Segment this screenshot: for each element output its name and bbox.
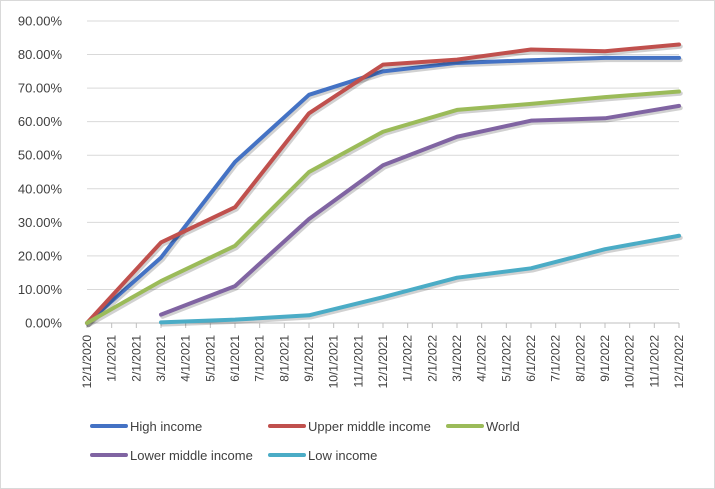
- x-tick-label: 5/1/2022: [499, 335, 513, 382]
- x-tick-label: 9/1/2021: [302, 335, 316, 382]
- x-axis-ticks: 12/1/2020 1/1/2021 2/1/2021 3/1/2021 4/1/202…: [80, 323, 686, 388]
- legend-item: High income: [90, 419, 202, 434]
- y-tick-label: 90.00%: [18, 14, 63, 29]
- x-tick-label: 4/1/2022: [475, 335, 489, 382]
- x-tick-label: 11/1/2022: [647, 335, 661, 388]
- x-tick-label: 2/1/2022: [425, 335, 439, 382]
- legend-item: World: [446, 419, 520, 434]
- series-line-shadow: [86, 91, 683, 328]
- legend-item: Low income: [268, 448, 377, 463]
- x-tick-label: 4/1/2021: [179, 335, 193, 382]
- series-lines: [85, 42, 683, 328]
- legend-item: Lower middle income: [90, 448, 253, 463]
- x-tick-label: 8/1/2022: [573, 335, 587, 382]
- x-tick-label: 7/1/2022: [549, 335, 563, 382]
- legend-label: Upper middle income: [308, 419, 431, 434]
- y-tick-label: 10.00%: [18, 282, 63, 297]
- y-tick-label: 80.00%: [18, 47, 63, 62]
- x-tick-label: 2/1/2021: [129, 335, 143, 382]
- x-tick-label: 1/1/2022: [401, 335, 415, 382]
- x-tick-label: 3/1/2021: [154, 335, 168, 382]
- legend: High income Upper middle income World Lower…: [90, 419, 520, 463]
- y-tick-label: 30.00%: [18, 215, 63, 230]
- x-tick-label: 8/1/2021: [277, 335, 291, 382]
- legend-item: Upper middle income: [268, 419, 431, 434]
- x-tick-label: 12/1/2022: [672, 335, 686, 389]
- x-tick-label: 9/1/2022: [598, 335, 612, 382]
- x-tick-label: 3/1/2022: [450, 335, 464, 382]
- series-line-high-income: [85, 55, 681, 325]
- x-tick-label: 10/1/2022: [623, 335, 637, 389]
- x-tick-label: 6/1/2021: [228, 335, 242, 382]
- series-line-lower-middle-income: [159, 103, 681, 317]
- x-tick-label: 7/1/2021: [253, 335, 267, 382]
- y-tick-label: 60.00%: [18, 114, 63, 129]
- legend-label: World: [486, 419, 520, 434]
- x-tick-label: 5/1/2021: [203, 335, 217, 382]
- y-axis-ticks: 0.00% 10.00% 20.00% 30.00% 40.00% 50.00% 60.00…: [18, 14, 63, 331]
- legend-label: High income: [130, 419, 202, 434]
- legend-label: Lower middle income: [130, 448, 253, 463]
- legend-label: Low income: [308, 448, 377, 463]
- series-line-shadow: [160, 105, 683, 319]
- y-tick-label: 20.00%: [18, 248, 63, 263]
- y-tick-label: 0.00%: [25, 316, 62, 331]
- x-tick-label: 12/1/2020: [80, 335, 94, 389]
- y-tick-label: 50.00%: [18, 148, 63, 163]
- x-tick-label: 1/1/2021: [105, 335, 119, 382]
- series-line-shadow: [86, 57, 683, 328]
- x-tick-label: 11/1/2021: [351, 335, 365, 388]
- gridlines: [87, 20, 679, 290]
- series-line-shadow: [160, 235, 683, 327]
- x-tick-label: 6/1/2022: [524, 335, 538, 382]
- x-tick-label: 12/1/2021: [376, 335, 390, 389]
- y-tick-label: 40.00%: [18, 181, 63, 196]
- series-line-low-income: [159, 233, 681, 325]
- y-tick-label: 70.00%: [18, 81, 63, 96]
- series-line-upper-middle-income: [85, 42, 681, 325]
- series-line-world: [85, 89, 681, 325]
- x-tick-label: 10/1/2021: [327, 335, 341, 389]
